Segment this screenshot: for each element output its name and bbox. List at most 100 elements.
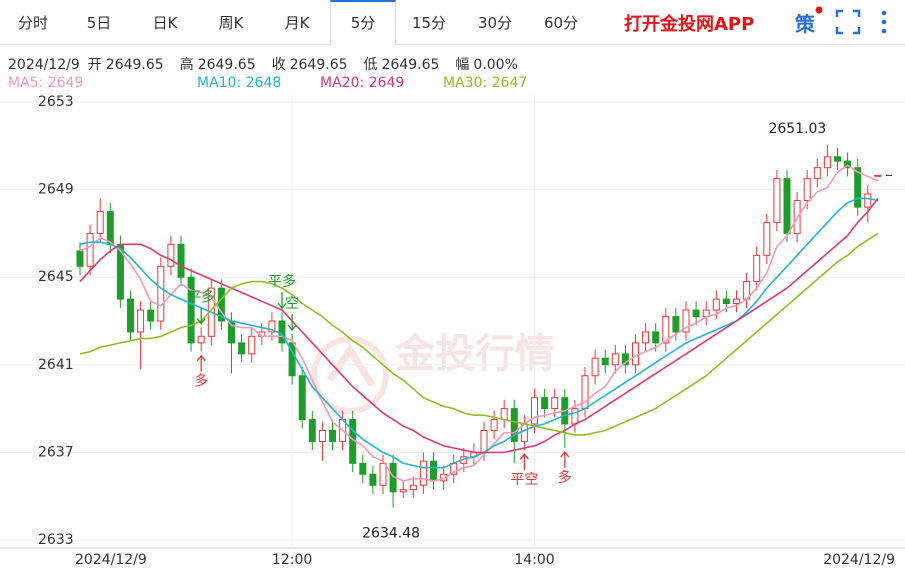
watermark-text: 金投行情 — [394, 331, 555, 377]
info-field: 开 2649.65 — [88, 57, 172, 73]
candle — [682, 301, 690, 341]
candle — [662, 307, 670, 352]
candle-body — [96, 211, 104, 234]
candle — [127, 290, 134, 341]
candle-body — [712, 298, 720, 311]
candle — [278, 312, 286, 352]
info-label: 低 — [363, 57, 378, 73]
tab[interactable]: 周K — [218, 14, 244, 32]
candle-body — [682, 309, 690, 333]
candle — [359, 454, 367, 484]
candle — [672, 307, 680, 341]
candle-body — [308, 419, 316, 442]
tab[interactable]: 5分 — [330, 0, 396, 45]
candle-body — [621, 353, 629, 366]
tab[interactable]: 60分 — [543, 14, 579, 32]
signal-arrow — [287, 314, 297, 332]
candle — [308, 410, 316, 451]
candle-body — [854, 167, 862, 208]
strategy-icon[interactable]: 策 — [795, 6, 823, 37]
candle-body — [157, 265, 165, 322]
candle — [561, 388, 569, 449]
candle — [541, 388, 549, 418]
candle-body — [783, 178, 791, 234]
candle-body — [813, 167, 821, 180]
candle — [217, 279, 225, 330]
ma-line — [79, 197, 879, 469]
candle-body — [834, 156, 841, 162]
tab[interactable]: 5日 — [86, 14, 112, 32]
candle — [813, 158, 821, 188]
tab[interactable]: 日K — [152, 14, 178, 32]
candle-body — [419, 460, 427, 486]
legend-entry: MA5: 2649 — [8, 75, 84, 91]
candle — [76, 242, 84, 276]
signal-arrow — [196, 307, 206, 325]
candle-body — [298, 375, 306, 421]
candle-body — [803, 178, 811, 202]
signal-arrow — [560, 450, 570, 469]
candle-body — [551, 397, 559, 410]
candle-body — [238, 342, 246, 355]
candle — [510, 399, 518, 464]
y-tick-label: 2641 — [38, 357, 74, 373]
candle — [621, 345, 629, 374]
candle-body — [531, 397, 538, 425]
legend-entry: MA10: 2648 — [197, 75, 282, 91]
candle-body — [197, 335, 205, 344]
candle-body — [672, 316, 680, 333]
tab[interactable]: 月K — [284, 14, 310, 32]
candle-body — [167, 243, 175, 267]
signal-label: 空 — [285, 296, 299, 312]
info-field: 收 2649.65 — [272, 57, 356, 73]
strategy-label[interactable]: 策 — [795, 12, 815, 36]
info-label: 幅 — [455, 57, 470, 73]
candle-body — [177, 243, 185, 278]
min-label: 2634.48 — [362, 526, 420, 542]
info-label: 开 — [87, 57, 102, 73]
candle — [834, 147, 841, 170]
candle-body — [248, 335, 256, 355]
candle-body — [379, 462, 387, 486]
candle-body — [288, 342, 296, 377]
candle — [844, 152, 852, 177]
signal-label: 多 — [194, 373, 208, 390]
candle-body — [86, 232, 94, 267]
more-icon[interactable] — [879, 9, 889, 35]
candle-body — [510, 408, 518, 442]
candle — [520, 415, 528, 451]
candle — [702, 301, 710, 326]
legend-entry: MA30: 2647 — [443, 75, 528, 91]
signal-label: 平多 — [268, 273, 296, 290]
candle — [854, 158, 862, 216]
candle — [298, 366, 306, 429]
candle-body — [500, 408, 508, 421]
candle — [369, 465, 377, 495]
candle-body — [844, 160, 852, 169]
candle — [147, 301, 155, 330]
candle-body — [662, 316, 670, 344]
candle — [419, 452, 427, 495]
candle — [642, 323, 650, 352]
candle — [611, 345, 619, 374]
tab[interactable]: 分时 — [17, 14, 48, 32]
candle-body — [359, 462, 367, 475]
notice-dot — [815, 6, 823, 14]
candle-body — [318, 430, 326, 442]
candle-body — [106, 211, 114, 245]
tab[interactable]: 30分 — [477, 14, 513, 32]
candle — [490, 410, 498, 440]
info-field: 高 2649.65 — [180, 57, 264, 73]
fullscreen-icon[interactable] — [835, 9, 861, 35]
candle — [864, 185, 872, 223]
candle-body — [147, 309, 155, 322]
candle-body — [76, 250, 84, 267]
candle-body — [864, 193, 872, 208]
candle-body — [430, 460, 437, 482]
candle — [763, 213, 771, 265]
candle — [601, 349, 609, 374]
open-app-link[interactable]: 打开金投网APP — [624, 14, 755, 35]
tab[interactable]: 15分 — [411, 14, 447, 32]
